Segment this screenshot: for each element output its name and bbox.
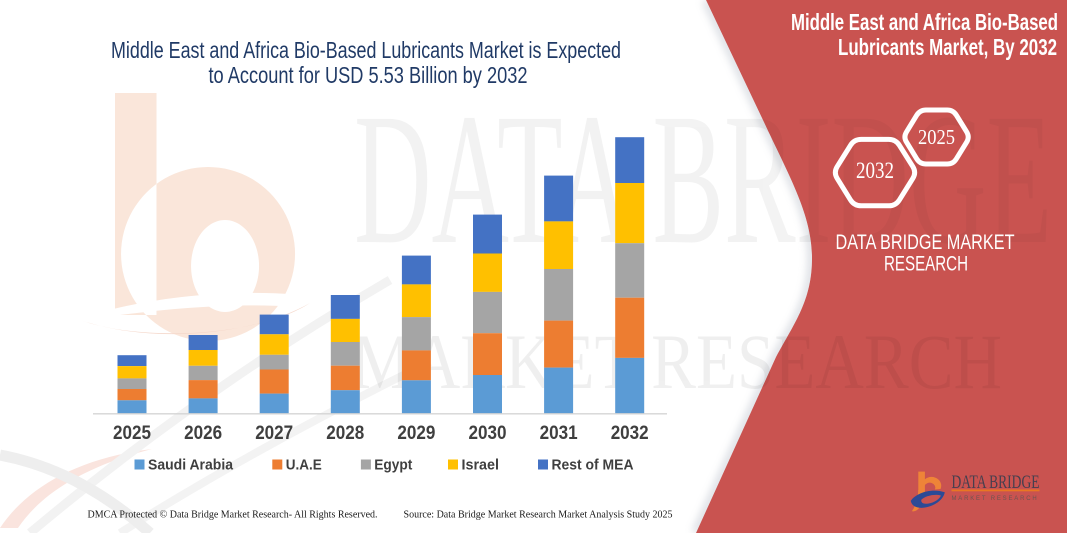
svg-text:2028: 2028 [326,423,364,444]
svg-text:2025: 2025 [918,125,955,149]
svg-text:Egypt: Egypt [374,457,412,474]
svg-text:DATA BRIDGE MARKET: DATA BRIDGE MARKET [836,230,1015,254]
svg-text:Middle East and Africa Bio-Bas: Middle East and Africa Bio-Based Lubrica… [111,37,621,63]
svg-text:Source: Data Bridge Market Res: Source: Data Bridge Market Research Mark… [404,509,673,521]
svg-text:DMCA Protected © Data Bridge M: DMCA Protected © Data Bridge Market Rese… [88,509,378,521]
svg-text:Middle East and Africa Bio-Bas: Middle East and Africa Bio-Based [791,9,1058,35]
svg-text:2026: 2026 [184,423,222,444]
svg-text:Rest of MEA: Rest of MEA [552,457,634,474]
svg-text:2032: 2032 [856,158,894,183]
svg-text:2031: 2031 [540,423,578,444]
svg-text:2032: 2032 [611,423,649,444]
svg-text:to Account for USD 5.53 Billio: to Account for USD 5.53 Billion by 2032 [209,62,528,88]
svg-text:RESEARCH: RESEARCH [884,252,968,276]
svg-text:Lubricants Market, By 2032: Lubricants Market, By 2032 [838,34,1057,60]
svg-text:Israel: Israel [462,457,500,474]
svg-text:Saudi Arabia: Saudi Arabia [148,457,234,474]
svg-text:U.A.E: U.A.E [286,457,322,474]
svg-text:2030: 2030 [469,423,507,444]
svg-text:DATA BRIDGE: DATA BRIDGE [952,472,1040,493]
svg-text:2027: 2027 [255,423,293,444]
svg-text:2029: 2029 [397,423,435,444]
svg-text:MARKET RESEARCH: MARKET RESEARCH [952,495,1039,502]
svg-text:2025: 2025 [113,423,151,444]
